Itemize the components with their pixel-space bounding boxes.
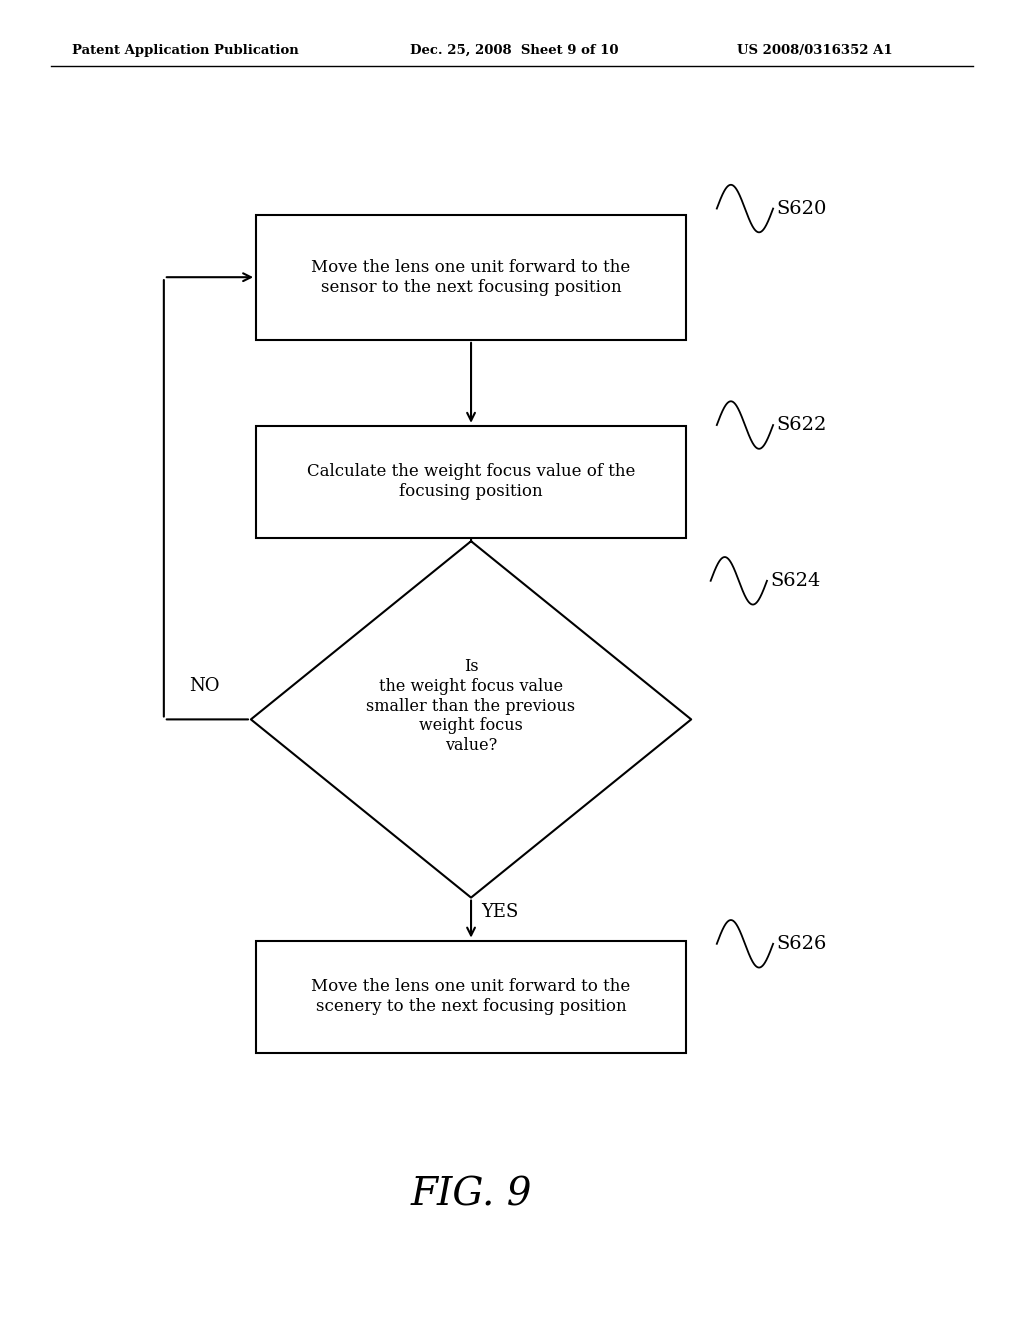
Bar <box>256 425 686 539</box>
Text: NO: NO <box>189 677 220 696</box>
Text: S622: S622 <box>776 416 826 434</box>
Text: S626: S626 <box>776 935 826 953</box>
Bar <box>256 214 686 339</box>
Text: YES: YES <box>481 903 518 921</box>
Text: Patent Application Publication: Patent Application Publication <box>72 44 298 57</box>
Text: Move the lens one unit forward to the
sensor to the next focusing position: Move the lens one unit forward to the se… <box>311 259 631 296</box>
Bar <box>256 940 686 1053</box>
Text: S624: S624 <box>770 572 820 590</box>
Text: Move the lens one unit forward to the
scenery to the next focusing position: Move the lens one unit forward to the sc… <box>311 978 631 1015</box>
Text: Calculate the weight focus value of the
focusing position: Calculate the weight focus value of the … <box>307 463 635 500</box>
Text: FIG. 9: FIG. 9 <box>411 1176 531 1213</box>
Text: S620: S620 <box>776 199 826 218</box>
Text: US 2008/0316352 A1: US 2008/0316352 A1 <box>737 44 893 57</box>
Text: Dec. 25, 2008  Sheet 9 of 10: Dec. 25, 2008 Sheet 9 of 10 <box>410 44 618 57</box>
Text: Is
the weight focus value
smaller than the previous
weight focus
value?: Is the weight focus value smaller than t… <box>367 659 575 754</box>
